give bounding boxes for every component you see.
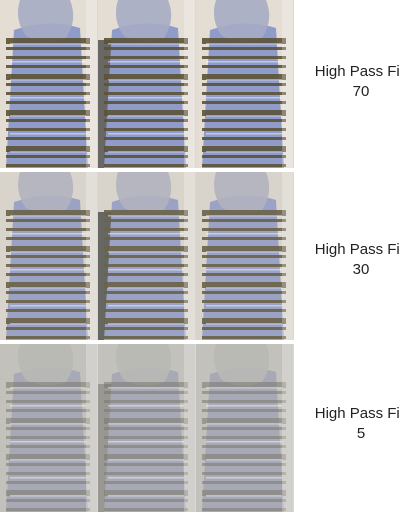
dress-photo [196, 344, 293, 512]
dress-photo [98, 172, 195, 340]
row-label: High Pass Filt 5 [306, 404, 400, 444]
row-label-title: High Pass Filt [314, 405, 400, 422]
dress-image [98, 172, 196, 340]
dress-image [0, 172, 98, 340]
dress-image [196, 172, 294, 340]
dress-image [0, 0, 98, 168]
row-label-title: High Pass Filt [314, 241, 400, 258]
row-label-value: 70 [352, 83, 370, 100]
dress-photo [98, 344, 195, 512]
dress-image [98, 344, 196, 512]
dress-photo [0, 0, 97, 168]
row-label: High Pass Filt 30 [306, 240, 400, 280]
dress-photo [196, 0, 293, 168]
dress-image [196, 0, 294, 168]
dress-image [196, 344, 294, 512]
dress-image [0, 344, 98, 512]
image-grid [0, 0, 294, 512]
dress-photo [0, 172, 97, 340]
row-label-title: High Pass Filt [314, 63, 400, 80]
dress-photo [196, 172, 293, 340]
row-label-value: 30 [352, 261, 370, 278]
dress-photo [98, 0, 195, 168]
dress-image [98, 0, 196, 168]
dress-photo [0, 344, 97, 512]
row-label: High Pass Filt 70 [306, 62, 400, 102]
row-label-value: 5 [356, 425, 366, 442]
